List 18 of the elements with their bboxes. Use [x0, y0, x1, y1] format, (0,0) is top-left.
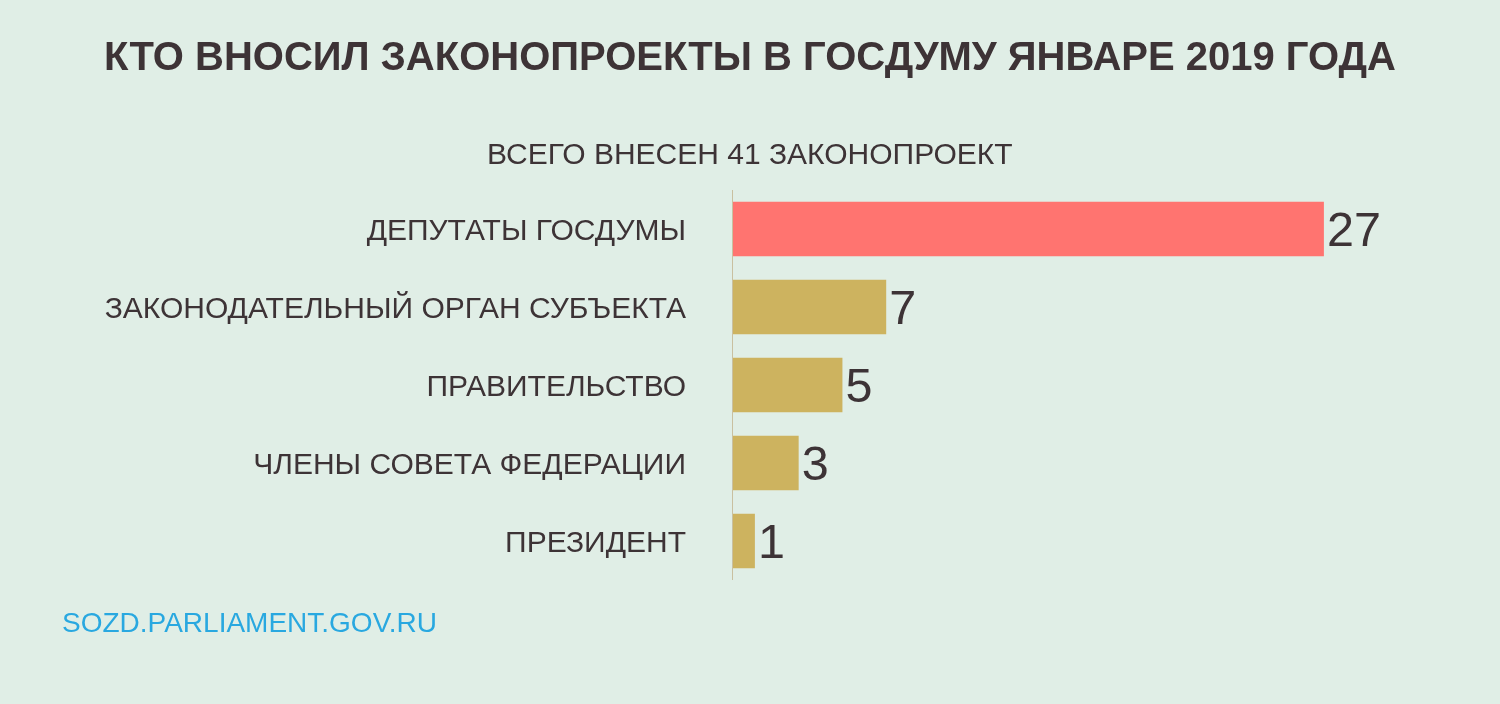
y-tick-label: ДЕПУТАТЫ ГОСДУМЫ [366, 212, 686, 246]
chart-subtitle: ВСЕГО ВНЕСЕН 41 ЗАКОНОПРОЕКТ [487, 137, 1013, 170]
y-tick-label: ЧЛЕНЫ СОВЕТА ФЕДЕРАЦИИ [253, 446, 686, 480]
bar [733, 435, 799, 491]
chart-title: КТО ВНОСИЛ ЗАКОНОПРОЕКТЫ В ГОСДУМУ ЯНВАРЕ 2019 ГОДА [104, 34, 1396, 79]
data-label: 7 [889, 279, 917, 334]
y-tick-label: ПРАВИТЕЛЬСТВО [426, 368, 686, 402]
y-tick-label: ЗАКОНОДАТЕЛЬНЫЙ ОРГАН СУБЪЕКТА [104, 290, 686, 324]
bar [733, 357, 843, 413]
bar [733, 513, 755, 569]
data-label: 5 [845, 357, 873, 412]
y-tick-label: ПРЕЗИДЕНТ [505, 524, 686, 558]
data-label: 1 [757, 513, 785, 568]
data-label: 3 [801, 435, 829, 490]
text: SOZD.PARLIAMENT.GOV.RU [62, 607, 437, 638]
bar [733, 201, 1324, 257]
bar [733, 279, 887, 335]
data-label: 27 [1326, 201, 1381, 256]
